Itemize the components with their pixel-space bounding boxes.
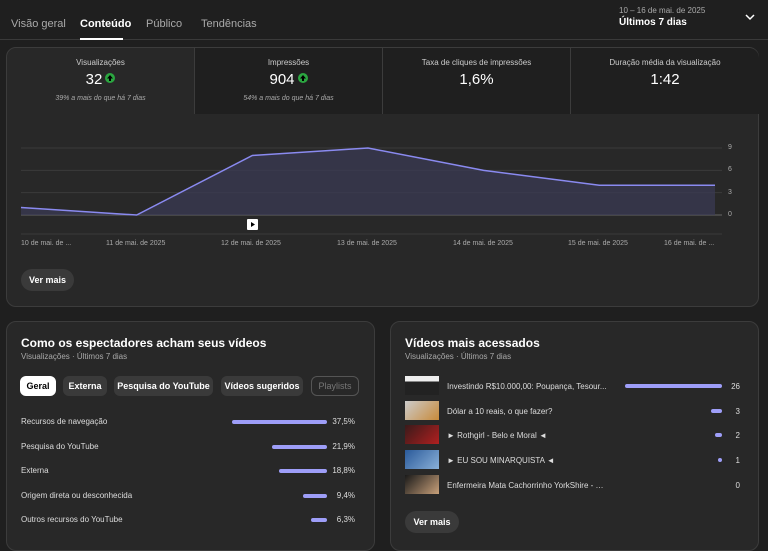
arrow-up-icon bbox=[297, 73, 308, 84]
x-tick-label: 12 de mai. de 2025 bbox=[221, 240, 281, 247]
views-chart bbox=[20, 147, 722, 235]
overview-card: Visualizações 32 39% a mais do que há 7 … bbox=[6, 47, 759, 307]
metric-value: 1:42 bbox=[650, 71, 680, 88]
video-title[interactable]: Investindo R$10.000,00: Poupança, Tesour… bbox=[447, 382, 607, 391]
source-value: 37,5% bbox=[332, 417, 355, 426]
metric-views[interactable]: Visualizações 32 39% a mais do que há 7 … bbox=[7, 48, 195, 114]
x-tick-label: 13 de mai. de 2025 bbox=[337, 240, 397, 247]
source-bar bbox=[311, 518, 327, 522]
source-bar bbox=[303, 493, 327, 498]
metric-value: 904 bbox=[195, 71, 382, 88]
y-tick-label: 0 bbox=[728, 211, 732, 218]
source-label: Recursos de navegação bbox=[21, 417, 108, 426]
x-tick-label: 11 de mai. de 2025 bbox=[106, 240, 166, 247]
metric-impressions[interactable]: Impressões 904 54% a mais do que há 7 di… bbox=[195, 48, 383, 114]
source-label: Origem direta ou desconhecida bbox=[21, 490, 133, 500]
video-thumbnail[interactable] bbox=[405, 400, 439, 420]
y-tick-label: 6 bbox=[728, 166, 732, 174]
section-title: Como os espectadores acham seus vídeos bbox=[21, 336, 267, 350]
chip-youtube-search[interactable]: Pesquisa do YouTube bbox=[114, 376, 213, 396]
source-bar bbox=[279, 469, 327, 473]
source-bar bbox=[271, 444, 327, 449]
video-thumbnail[interactable] bbox=[405, 425, 439, 445]
video-views: 26 bbox=[731, 382, 740, 391]
metric-change: 54% a mais do que há 7 dias bbox=[243, 95, 334, 102]
chip-playlists: Playlists bbox=[311, 376, 359, 396]
video-views: 3 bbox=[735, 406, 740, 416]
metric-title: Impressões bbox=[267, 58, 310, 67]
metric-title: Visualizações bbox=[76, 58, 125, 67]
source-value: 21,9% bbox=[332, 441, 355, 451]
source-label: Outros recursos do YouTube bbox=[21, 515, 123, 524]
see-more-videos-button[interactable]: Ver mais bbox=[405, 511, 459, 533]
metric-value: 1,6% bbox=[459, 71, 494, 88]
section-title: Vídeos mais acessados bbox=[405, 336, 540, 350]
x-tick-label: 15 de mai. de 2025 bbox=[568, 240, 628, 247]
source-label: Externa bbox=[21, 466, 49, 475]
metric-title: Taxa de cliques de impressões bbox=[421, 58, 532, 67]
video-views: 0 bbox=[735, 480, 740, 490]
video-title[interactable]: ► Rothgirl - Belo e Moral ◄ bbox=[447, 431, 547, 441]
tab-trends[interactable]: Tendências bbox=[201, 18, 257, 30]
views-bar bbox=[718, 458, 722, 463]
x-tick-label: 16 de mai. de ... bbox=[664, 240, 715, 247]
y-tick-label: 9 bbox=[728, 144, 732, 151]
views-area bbox=[21, 148, 715, 215]
traffic-sources-card bbox=[6, 321, 375, 551]
x-tick-label: 14 de mai. de 2025 bbox=[453, 240, 513, 247]
source-bar bbox=[232, 420, 327, 424]
period-selector[interactable]: Últimos 7 dias bbox=[619, 17, 687, 28]
source-value: 6,3% bbox=[336, 515, 355, 524]
metric-title: Duração média da visualização bbox=[609, 58, 721, 67]
metric-avg-duration[interactable]: Duração média da visualização 1:42 bbox=[571, 48, 759, 114]
views-bar bbox=[625, 384, 722, 388]
chip-external[interactable]: Externa bbox=[63, 376, 107, 396]
source-value: 9,4% bbox=[336, 490, 355, 500]
y-tick-label: 3 bbox=[728, 188, 732, 196]
video-title[interactable]: Dólar a 10 reais, o que fazer? bbox=[447, 406, 553, 416]
video-marker-icon[interactable] bbox=[247, 219, 258, 230]
tab-audience[interactable]: Público bbox=[146, 18, 183, 30]
section-subtitle: Visualizações · Últimos 7 dias bbox=[405, 352, 512, 361]
video-thumbnail[interactable] bbox=[405, 474, 439, 494]
top-bar: Visão geral Conteúdo Público Tendências … bbox=[0, 0, 768, 40]
video-title[interactable]: Enfermeira Mata Cachorrinho YorkShire - … bbox=[447, 480, 607, 490]
views-line bbox=[20, 147, 715, 216]
chip-general[interactable]: Geral bbox=[20, 376, 56, 396]
see-more-button[interactable]: Ver mais bbox=[21, 269, 74, 291]
active-tab-indicator bbox=[80, 38, 123, 40]
tab-content[interactable]: Conteúdo bbox=[80, 18, 132, 30]
video-views: 2 bbox=[735, 431, 740, 441]
tab-overview[interactable]: Visão geral bbox=[11, 18, 66, 30]
video-views: 1 bbox=[735, 456, 740, 466]
section-subtitle: Visualizações · Últimos 7 dias bbox=[21, 352, 128, 361]
metric-change: 39% a mais do que há 7 dias bbox=[55, 95, 146, 102]
views-bar bbox=[710, 408, 722, 413]
date-range[interactable]: 10 – 16 de mai. de 2025 bbox=[619, 6, 706, 15]
source-value: 18,8% bbox=[332, 466, 355, 475]
video-title[interactable]: ► EU SOU MINARQUISTA ◄ bbox=[447, 456, 555, 466]
metric-ctr[interactable]: Taxa de cliques de impressões 1,6% bbox=[383, 48, 571, 114]
source-label: Pesquisa do YouTube bbox=[21, 441, 99, 451]
metric-value: 32 bbox=[7, 71, 194, 88]
views-bar bbox=[714, 433, 722, 438]
x-tick-label: 10 de mai. de ... bbox=[21, 240, 72, 247]
arrow-up-icon bbox=[105, 73, 116, 84]
chevron-down-icon[interactable] bbox=[744, 12, 756, 22]
video-thumbnail[interactable] bbox=[405, 376, 439, 395]
chip-suggested[interactable]: Vídeos sugeridos bbox=[221, 376, 303, 396]
video-thumbnail[interactable] bbox=[405, 450, 439, 470]
